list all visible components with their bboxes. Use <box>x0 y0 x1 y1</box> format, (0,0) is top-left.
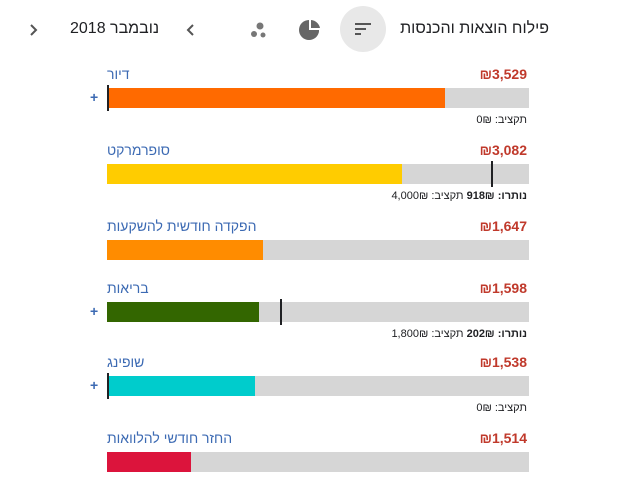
add-budget-icon[interactable]: + <box>90 377 99 393</box>
budget-info: תקציב: 0₪ <box>476 114 527 126</box>
previous-month-button[interactable] <box>22 19 44 41</box>
category-name[interactable]: החזר חודשי להלוואות <box>107 430 233 446</box>
progress-fill <box>107 376 255 396</box>
budget-marker <box>107 373 109 399</box>
budget-text: תקציב: 0₪ <box>476 402 527 414</box>
progress-fill <box>107 88 445 108</box>
chevron-left-icon <box>186 24 194 36</box>
add-budget-icon[interactable]: + <box>90 303 99 319</box>
category-name[interactable]: שופינג <box>107 354 145 370</box>
budget-text: תקציב: 1,800₪ <box>391 328 464 340</box>
bubble-chart-icon <box>251 22 266 38</box>
budget-text: תקציב: 4,000₪ <box>391 190 464 202</box>
next-month-button[interactable] <box>180 19 202 41</box>
budget-marker <box>280 299 282 325</box>
header: פילוח הוצאות והכנסות נובמבר 2018 <box>0 0 617 62</box>
budget-info: תקציב: 0₪ <box>476 402 527 414</box>
month-label: נובמבר 2018 <box>70 20 160 37</box>
category-row[interactable]: החזר חודשי להלוואות ₪1,514 <box>0 430 617 494</box>
remaining-label: נותרו: <box>497 328 527 340</box>
progress-track <box>107 240 529 260</box>
category-name[interactable]: הפקדה חודשית להשקעות <box>107 218 257 234</box>
budget-info: נותרו: 202₪ תקציב: 1,800₪ <box>391 328 527 340</box>
progress-track <box>107 452 529 472</box>
category-amount: ₪1,598 <box>479 280 527 296</box>
bubble-view-button[interactable] <box>246 18 270 42</box>
page-title: פילוח הוצאות והכנסות <box>400 20 549 37</box>
category-amount: ₪1,647 <box>479 218 527 234</box>
category-name[interactable]: בריאות <box>107 280 149 296</box>
progress-fill <box>107 164 402 184</box>
category-name[interactable]: סופרמרקט <box>107 142 170 158</box>
add-budget-icon[interactable]: + <box>90 89 99 105</box>
progress-track <box>107 161 529 187</box>
category-amount: ₪3,082 <box>479 142 527 158</box>
remaining-value: 202₪ <box>466 328 495 340</box>
category-row[interactable]: שופינג ₪1,538 + תקציב: 0₪ <box>0 354 617 418</box>
category-row[interactable]: בריאות ₪1,598 + נותרו: 202₪ תקציב: 1,800₪ <box>0 280 617 344</box>
pie-view-button[interactable] <box>298 18 322 42</box>
budget-text: תקציב: 0₪ <box>476 114 527 126</box>
category-row[interactable]: הפקדה חודשית להשקעות ₪1,647 <box>0 218 617 282</box>
progress-fill <box>107 302 259 322</box>
progress-track <box>107 299 529 325</box>
category-amount: ₪1,538 <box>479 354 527 370</box>
sort-view-button[interactable] <box>340 6 386 52</box>
progress-track <box>107 85 529 111</box>
progress-track <box>107 373 529 399</box>
category-amount: ₪3,529 <box>479 66 527 82</box>
category-name[interactable]: דיור <box>107 66 130 82</box>
budget-info: נותרו: 918₪ תקציב: 4,000₪ <box>391 190 527 202</box>
category-amount: ₪1,514 <box>479 430 527 446</box>
progress-fill <box>107 240 263 260</box>
remaining-label: נותרו: <box>497 190 527 202</box>
category-row[interactable]: דיור ₪3,529 + תקציב: 0₪ <box>0 66 617 130</box>
pie-chart-icon <box>299 20 320 40</box>
chevron-right-icon <box>30 24 38 36</box>
sort-icon <box>355 23 371 35</box>
remaining-value: 918₪ <box>466 190 495 202</box>
category-row[interactable]: סופרמרקט ₪3,082 נותרו: 918₪ תקציב: 4,000₪ <box>0 142 617 206</box>
budget-marker <box>491 161 493 187</box>
progress-fill <box>107 452 191 472</box>
budget-marker <box>107 85 109 111</box>
